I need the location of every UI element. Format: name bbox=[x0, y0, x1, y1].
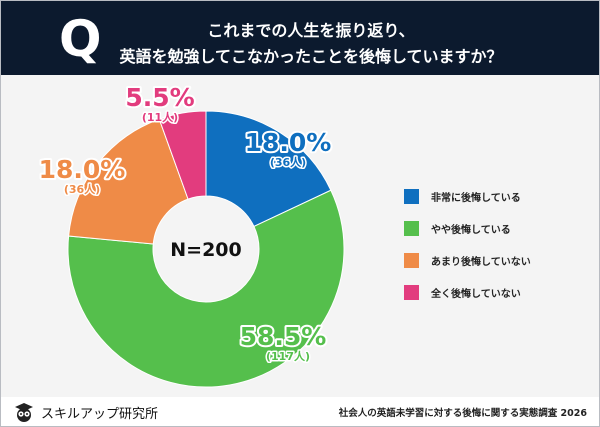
count-label: (36人) bbox=[270, 155, 306, 169]
count-label: (11人) bbox=[142, 110, 178, 124]
slice-very-regret bbox=[205, 110, 332, 228]
q-mark: Q bbox=[59, 10, 102, 68]
legend-swatch bbox=[404, 220, 419, 236]
brand-logo: スキルアップ研究所 bbox=[13, 401, 158, 423]
legend-label: 全く後悔していない bbox=[431, 288, 521, 300]
legend-swatch bbox=[404, 252, 419, 268]
legend-item: 非常に後悔している bbox=[404, 180, 531, 212]
value-label: 18.0% bbox=[245, 128, 332, 157]
slice-not-much-regret bbox=[68, 118, 189, 245]
slice-no-regret bbox=[158, 110, 207, 200]
header: Q これまでの人生を振り返り、 英語を勉強してこなかったことを後悔していますか？ bbox=[1, 1, 599, 75]
count-label: (117人) bbox=[266, 349, 310, 363]
center-label: N=200 bbox=[170, 239, 241, 261]
owl-graduate-icon bbox=[15, 403, 33, 422]
footer: スキルアップ研究所 社会人の英語未学習に対する後悔に関する実態調査 2026 bbox=[1, 397, 599, 426]
question-line-2: 英語を勉強してこなかったことを後悔していますか？ bbox=[119, 47, 503, 66]
legend-label: やや後悔している bbox=[431, 224, 511, 236]
legend-item: あまり後悔していない bbox=[404, 244, 531, 276]
value-label: 58.5% bbox=[240, 322, 327, 351]
survey-source: 社会人の英語未学習に対する後悔に関する実態調査 2026 bbox=[338, 408, 587, 419]
brand-name: スキルアップ研究所 bbox=[41, 406, 159, 422]
legend-swatch bbox=[404, 188, 419, 204]
legend-swatch bbox=[404, 284, 419, 300]
legend-label: 非常に後悔している bbox=[431, 192, 521, 204]
question-line-1: これまでの人生を振り返り、 bbox=[207, 21, 415, 40]
donut-chart: 18.0%(36人)58.5%(117人)18.0%(36人)5.5%(11人)… bbox=[37, 81, 345, 388]
slice-somewhat-regret bbox=[67, 189, 345, 388]
value-label: 5.5% bbox=[125, 83, 194, 112]
count-label: (36人) bbox=[64, 182, 100, 196]
legend-label: あまり後悔していない bbox=[431, 256, 531, 268]
legend-item: 全く後悔していない bbox=[404, 276, 531, 308]
legend-item: やや後悔している bbox=[404, 212, 531, 244]
legend: 非常に後悔している やや後悔している あまり後悔していない 全く後悔していない bbox=[404, 180, 531, 308]
value-label: 18.0% bbox=[39, 155, 126, 184]
